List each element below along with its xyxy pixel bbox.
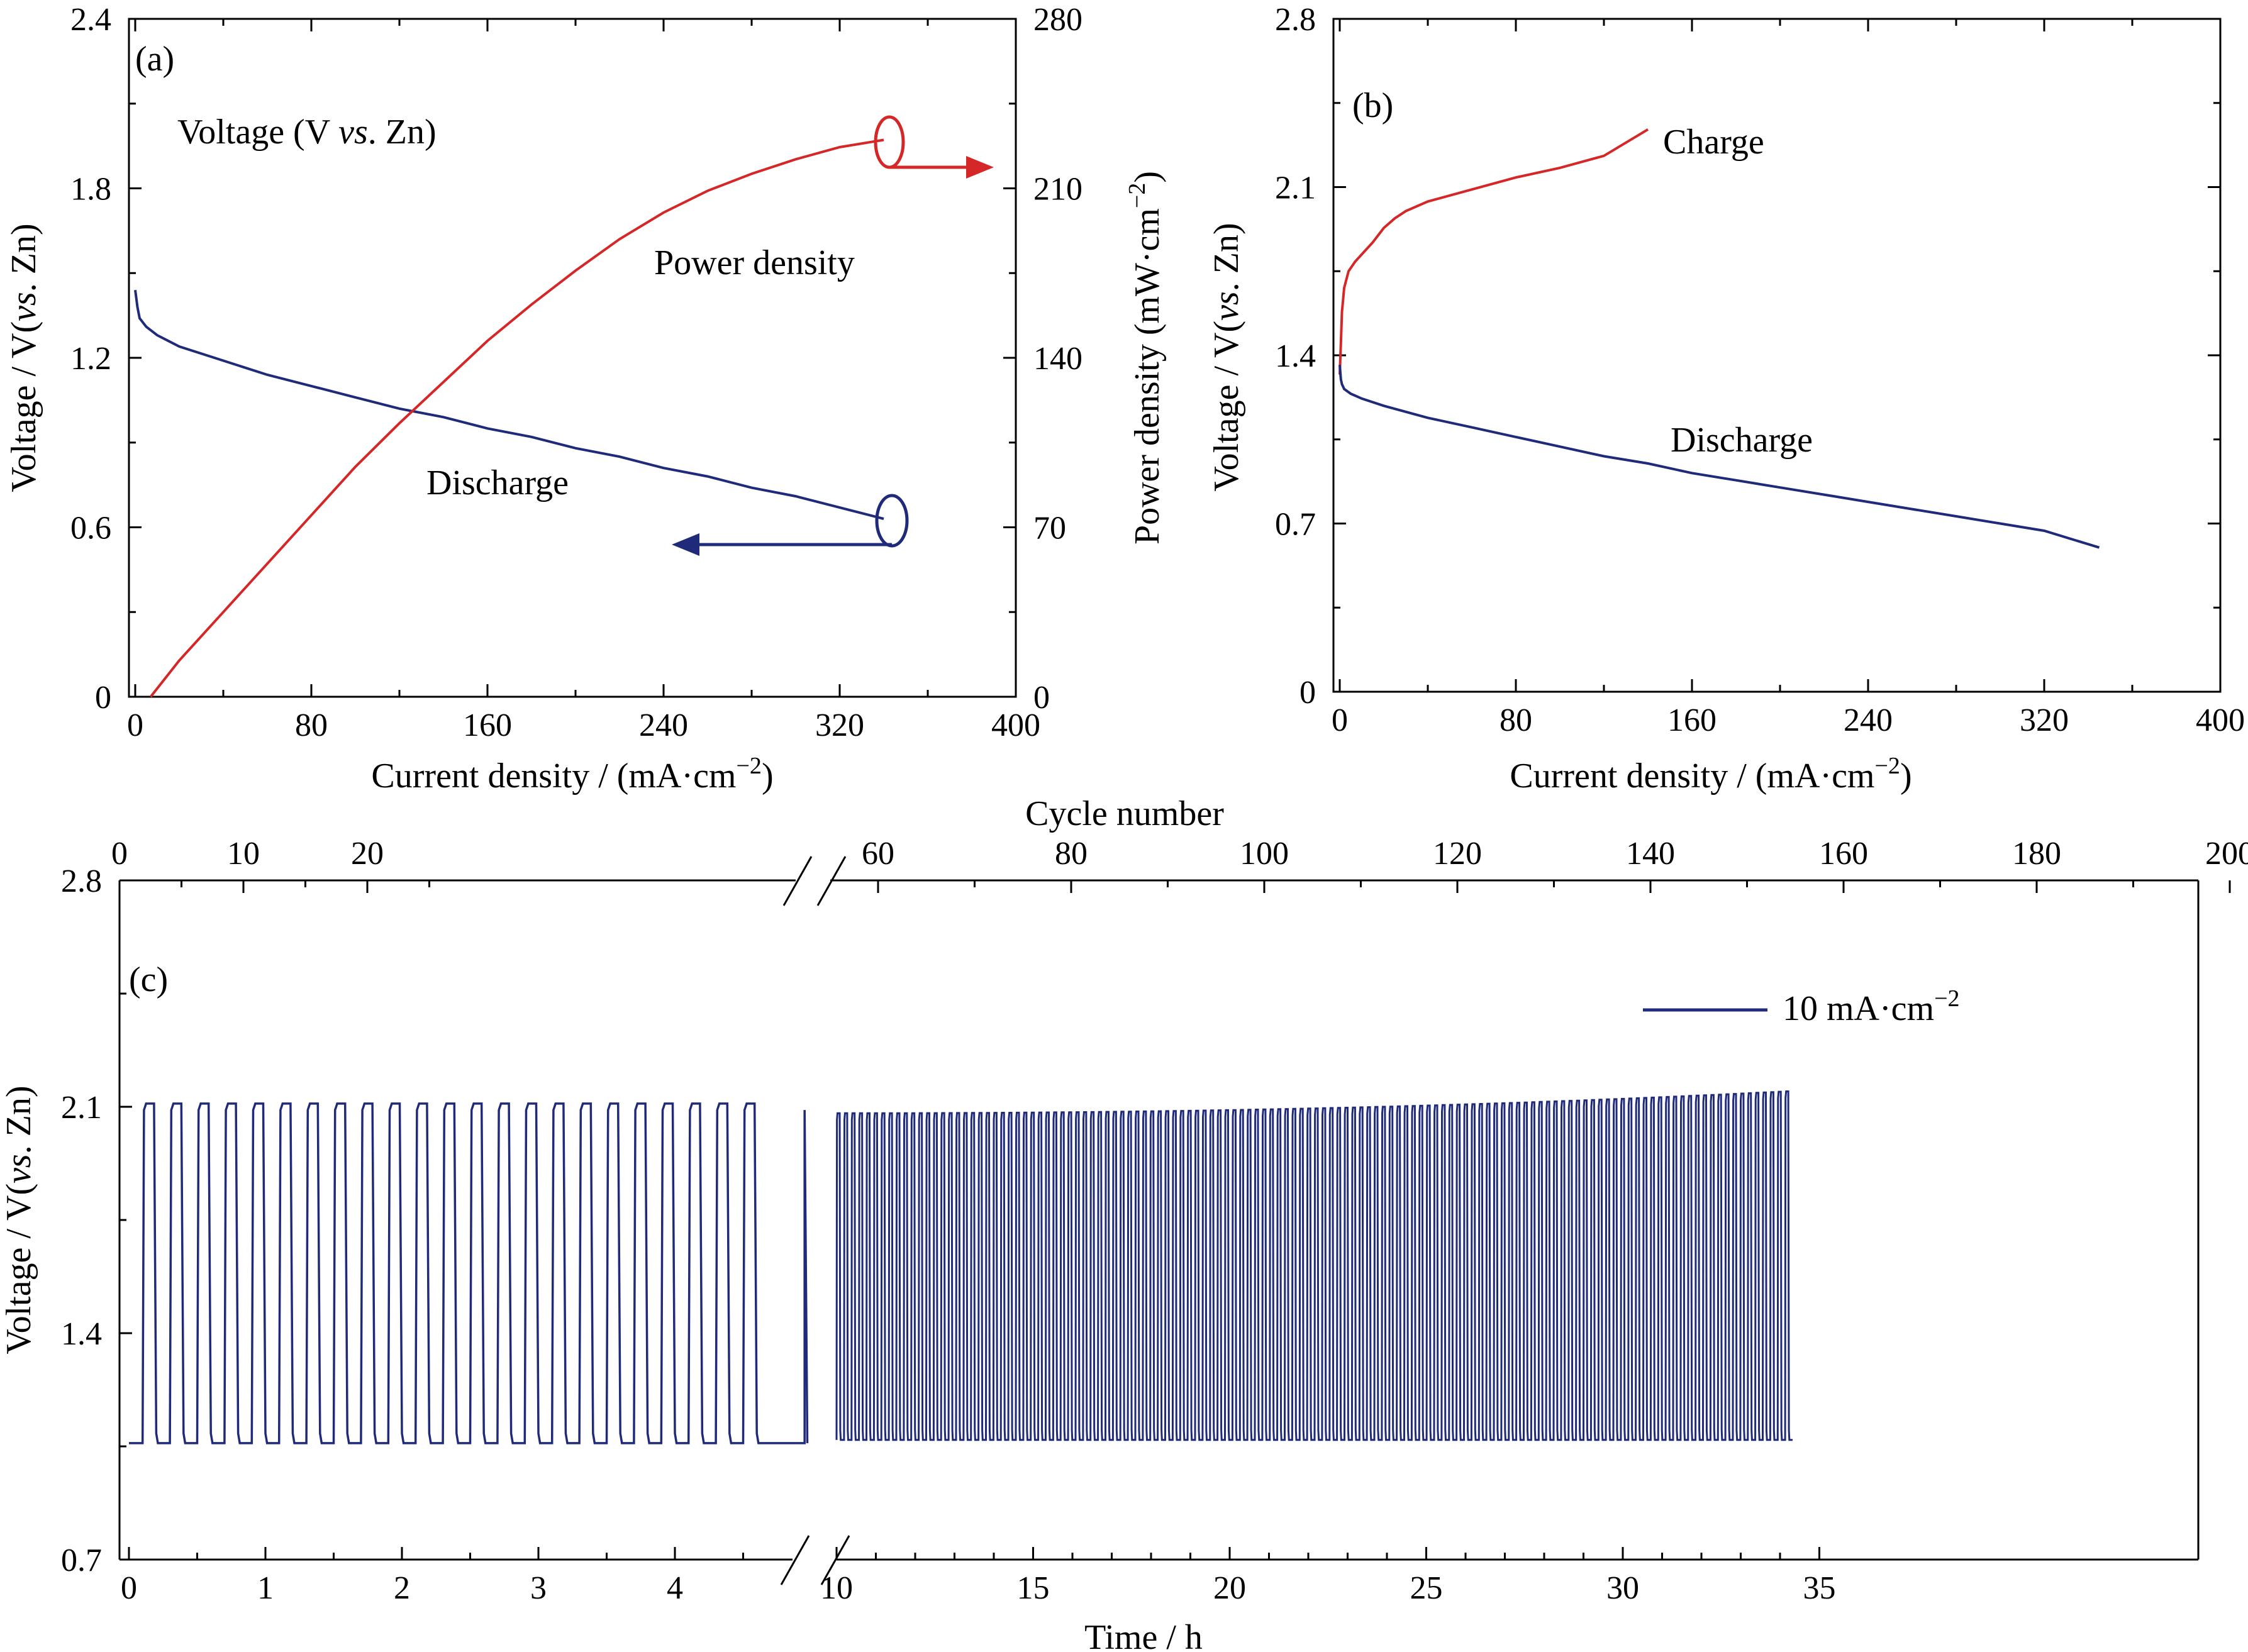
panel-c-series (129, 1090, 1793, 1444)
y-tick-label: 2.1 (61, 1090, 102, 1126)
power-axis-indicator-ellipse (874, 115, 905, 169)
y-tick-label: 0.7 (1275, 507, 1316, 543)
x-tick-label: 15 (1017, 1570, 1050, 1606)
y-tick-label: 2.8 (1275, 2, 1316, 38)
power-axis-indicator-arrow-head (966, 156, 994, 179)
legend-label: 10 mA·cm−2 (1783, 985, 1960, 1028)
x2-tick-label: 20 (351, 836, 384, 872)
y-tick-label: 2.4 (70, 2, 111, 38)
panel-c-x2-tick-labels: 0 10 20 60 80 100 120 140 160 180 200 (111, 836, 2248, 872)
x-tick-label: 80 (1500, 702, 1532, 738)
discharge-curve (1338, 365, 2100, 549)
panel-c: 0 1 2 3 4 10 15 20 25 30 35 0 10 20 60 80 100 120 140 160 1… (0, 794, 2248, 1652)
panel-c-x2-axis-label: Cycle number (1025, 794, 1224, 833)
y2-tick-label: 280 (1033, 2, 1082, 38)
panel-b-x-axis-label: Current density / (mA·cm−2) (1510, 753, 1911, 796)
panel-c-x-tick-labels: 0 1 2 3 4 10 15 20 25 30 35 (121, 1570, 1836, 1606)
panel-a-label: (a) (135, 40, 174, 79)
panel-a-discharge-annotation: Discharge (426, 463, 569, 502)
x2-tick-label: 60 (862, 836, 894, 872)
panel-a-y2-tick-labels: 0 70 140 210 280 (1033, 2, 1082, 716)
panel-a-x-tick-labels: 0 80 160 240 320 400 (127, 707, 1040, 743)
panel-b-y-axis-label: Voltage / V(vs. Zn) (1207, 223, 1246, 491)
x2-tick-label: 120 (1433, 836, 1482, 872)
x2-tick-label: 160 (1819, 836, 1868, 872)
panel-b-y-tick-labels: 0 0.7 1.4 2.1 2.8 (1275, 2, 1316, 711)
panel-b-series (1338, 128, 2100, 549)
discharge-curve (134, 289, 884, 520)
y-tick-label: 2.8 (61, 863, 102, 899)
panel-c-label: (c) (129, 960, 168, 999)
x-tick-label: 80 (295, 707, 328, 743)
x2-tick-label: 10 (227, 836, 260, 872)
panel-a-y2-axis-label: Power density (mW·cm−2) (1124, 171, 1167, 545)
x2-tick-label: 140 (1626, 836, 1675, 872)
panel-a-y-axis-label: Voltage / V(vs. Zn) (4, 223, 43, 492)
panel-b: 0 80 160 240 320 400 0 0.7 1.4 2.1 2.8 (b) Charge… (1207, 2, 2245, 796)
x2-tick-label: 80 (1055, 836, 1088, 872)
voltage-axis-indicator-ellipse (875, 494, 909, 548)
x-tick-label: 320 (2020, 702, 2069, 738)
voltage-axis-indicator-arrow-head (672, 533, 699, 556)
y2-tick-label: 210 (1033, 172, 1082, 208)
x2-tick-label: 100 (1240, 836, 1289, 872)
x-tick-label: 2 (394, 1570, 410, 1606)
y-tick-label: 1.4 (1275, 338, 1316, 374)
panel-a: 0 80 160 240 320 400 0 0.6 1.2 1.8 2.4 0 70 140 210 2… (4, 2, 1167, 796)
panel-b-charge-annotation: Charge (1663, 123, 1764, 162)
y-tick-label: 2.1 (1275, 170, 1316, 206)
x2-tick-label: 180 (2012, 836, 2061, 872)
y2-tick-label: 70 (1033, 511, 1066, 546)
panel-b-ticks (1333, 18, 2222, 693)
x-tick-label: 20 (1213, 1570, 1246, 1606)
x-tick-label: 1 (257, 1570, 274, 1606)
y-tick-label: 1.2 (70, 341, 111, 377)
x-tick-label: 160 (463, 707, 512, 743)
panel-a-ticks (129, 18, 1017, 698)
panel-c-y-tick-labels: 0.7 1.4 2.1 2.8 (61, 863, 102, 1578)
panel-b-label: (b) (1352, 86, 1393, 125)
panel-a-power-annotation: Power density (654, 243, 855, 282)
y-tick-label: 0.6 (70, 511, 111, 546)
x-tick-label: 3 (530, 1570, 547, 1606)
y-tick-label: 0.7 (61, 1543, 102, 1578)
y-tick-label: 0 (95, 680, 111, 716)
x-tick-label: 35 (1803, 1570, 1836, 1606)
x-tick-label: 160 (1667, 702, 1717, 738)
x2-tick-label: 200 (2205, 836, 2248, 872)
x-tick-label: 10 (820, 1570, 853, 1606)
charge-curve (1338, 128, 1649, 375)
panel-b-discharge-annotation: Discharge (1671, 421, 1813, 460)
x2-tick-label: 0 (111, 836, 128, 872)
x-tick-label: 400 (991, 707, 1040, 743)
cycling-curve-segment-2 (835, 1090, 1793, 1441)
x-tick-label: 25 (1410, 1570, 1443, 1606)
x-tick-label: 0 (127, 707, 143, 743)
panel-c-x-axis-label: Time / h (1084, 1618, 1203, 1652)
x-tick-label: 30 (1606, 1570, 1639, 1606)
x-tick-label: 400 (2196, 702, 2245, 738)
y2-tick-label: 140 (1033, 341, 1082, 377)
panel-c-y-axis-label: Voltage / V(vs. Zn) (0, 1085, 38, 1354)
cycling-curve-segment-1 (129, 1102, 809, 1444)
panel-a-series (134, 138, 884, 698)
y-tick-label: 0 (1299, 675, 1316, 711)
panel-b-frame (1332, 18, 2222, 693)
y-tick-label: 1.4 (61, 1316, 102, 1352)
x-tick-label: 0 (1332, 702, 1348, 738)
panel-a-voltage-annotation: Voltage (V vs. Zn) (177, 113, 437, 152)
panel-c-ticks (118, 879, 2231, 1561)
power-density-curve (149, 138, 884, 698)
x-tick-label: 240 (639, 707, 688, 743)
y-tick-label: 1.8 (70, 172, 111, 208)
panel-b-x-tick-labels: 0 80 160 240 320 400 (1332, 702, 2245, 738)
panel-a-y-tick-labels: 0 0.6 1.2 1.8 2.4 (70, 2, 111, 716)
x-tick-label: 4 (667, 1570, 683, 1606)
x-tick-label: 320 (815, 707, 864, 743)
x-tick-label: 0 (121, 1570, 137, 1606)
x-tick-label: 240 (1844, 702, 1893, 738)
y2-tick-label: 0 (1033, 680, 1050, 716)
panel-a-x-axis-label: Current density / (mA·cm−2) (371, 753, 773, 796)
